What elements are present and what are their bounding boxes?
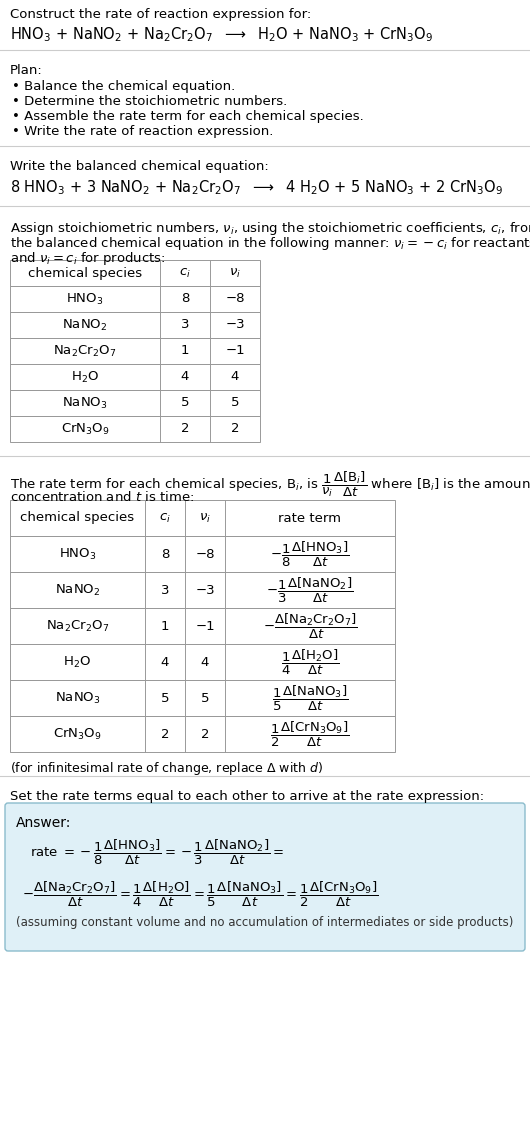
Text: 5: 5 <box>201 692 209 705</box>
Text: the balanced chemical equation in the following manner: $\nu_i = -c_i$ for react: the balanced chemical equation in the fo… <box>10 235 530 252</box>
Text: 5: 5 <box>161 692 169 705</box>
Bar <box>10 572 395 608</box>
Text: • Write the rate of reaction expression.: • Write the rate of reaction expression. <box>12 124 273 138</box>
Text: 2: 2 <box>161 727 169 740</box>
Text: $-\dfrac{\Delta[\mathrm{Na_2Cr_2O_7}]}{\Delta t}$: $-\dfrac{\Delta[\mathrm{Na_2Cr_2O_7}]}{\… <box>262 611 357 641</box>
Text: $\dfrac{1}{4}\dfrac{\Delta[\mathrm{H_2O}]}{\Delta t}$: $\dfrac{1}{4}\dfrac{\Delta[\mathrm{H_2O}… <box>281 648 339 676</box>
Text: The rate term for each chemical species, B$_i$, is $\dfrac{1}{\nu_i}\dfrac{\Delt: The rate term for each chemical species,… <box>10 471 530 499</box>
Text: 2: 2 <box>201 727 209 740</box>
Text: −3: −3 <box>195 584 215 596</box>
Text: Construct the rate of reaction expression for:: Construct the rate of reaction expressio… <box>10 8 311 21</box>
Text: H$_2$O: H$_2$O <box>71 370 99 385</box>
Text: 8 HNO$_3$ + 3 NaNO$_2$ + Na$_2$Cr$_2$O$_7$  $\longrightarrow$  4 H$_2$O + 5 NaNO: 8 HNO$_3$ + 3 NaNO$_2$ + Na$_2$Cr$_2$O$_… <box>10 178 503 196</box>
Text: 2: 2 <box>181 423 189 435</box>
Bar <box>10 286 260 312</box>
Text: 4: 4 <box>161 656 169 668</box>
Bar <box>10 312 260 338</box>
Text: −1: −1 <box>225 345 245 357</box>
Text: and $\nu_i = c_i$ for products:: and $\nu_i = c_i$ for products: <box>10 250 165 267</box>
Text: NaNO$_3$: NaNO$_3$ <box>62 395 108 411</box>
Text: $\nu_i$: $\nu_i$ <box>199 512 211 524</box>
Text: Plan:: Plan: <box>10 64 43 77</box>
Text: (for infinitesimal rate of change, replace Δ with $d$): (for infinitesimal rate of change, repla… <box>10 759 323 777</box>
Text: 4: 4 <box>181 370 189 384</box>
Text: $-\dfrac{1}{3}\dfrac{\Delta[\mathrm{NaNO_2}]}{\Delta t}$: $-\dfrac{1}{3}\dfrac{\Delta[\mathrm{NaNO… <box>267 576 354 604</box>
Bar <box>10 716 395 751</box>
Text: −3: −3 <box>225 319 245 331</box>
Text: HNO$_3$: HNO$_3$ <box>59 547 96 562</box>
Text: Write the balanced chemical equation:: Write the balanced chemical equation: <box>10 160 269 172</box>
Text: • Balance the chemical equation.: • Balance the chemical equation. <box>12 80 235 93</box>
Text: chemical species: chemical species <box>21 512 135 524</box>
Bar <box>10 500 395 536</box>
Text: $-\dfrac{\Delta[\mathrm{Na_2Cr_2O_7}]}{\Delta t} = \dfrac{1}{4}\dfrac{\Delta[\ma: $-\dfrac{\Delta[\mathrm{Na_2Cr_2O_7}]}{\… <box>22 880 378 909</box>
Text: NaNO$_3$: NaNO$_3$ <box>55 691 100 706</box>
Text: $\dfrac{1}{2}\dfrac{\Delta[\mathrm{CrN_3O_9}]}{\Delta t}$: $\dfrac{1}{2}\dfrac{\Delta[\mathrm{CrN_3… <box>270 719 350 749</box>
Text: (assuming constant volume and no accumulation of intermediates or side products): (assuming constant volume and no accumul… <box>16 916 514 928</box>
Text: Assign stoichiometric numbers, $\nu_i$, using the stoichiometric coefficients, $: Assign stoichiometric numbers, $\nu_i$, … <box>10 220 530 238</box>
Text: • Determine the stoichiometric numbers.: • Determine the stoichiometric numbers. <box>12 95 287 108</box>
Text: 8: 8 <box>161 547 169 561</box>
Text: Set the rate terms equal to each other to arrive at the rate expression:: Set the rate terms equal to each other t… <box>10 790 484 803</box>
Text: 1: 1 <box>181 345 189 357</box>
Text: 4: 4 <box>201 656 209 668</box>
Text: NaNO$_2$: NaNO$_2$ <box>63 317 108 332</box>
Text: 5: 5 <box>181 396 189 410</box>
Text: −8: −8 <box>195 547 215 561</box>
Text: HNO$_3$ + NaNO$_2$ + Na$_2$Cr$_2$O$_7$  $\longrightarrow$  H$_2$O + NaNO$_3$ + C: HNO$_3$ + NaNO$_2$ + Na$_2$Cr$_2$O$_7$ $… <box>10 25 434 43</box>
Text: 1: 1 <box>161 619 169 633</box>
Text: rate $= -\dfrac{1}{8}\dfrac{\Delta[\mathrm{HNO_3}]}{\Delta t} = -\dfrac{1}{3}\df: rate $= -\dfrac{1}{8}\dfrac{\Delta[\math… <box>30 838 284 867</box>
Text: −8: −8 <box>225 292 245 306</box>
Text: NaNO$_2$: NaNO$_2$ <box>55 582 100 597</box>
Bar <box>10 338 260 364</box>
Text: rate term: rate term <box>278 512 341 524</box>
Bar <box>10 644 395 679</box>
Text: 2: 2 <box>231 423 239 435</box>
Bar <box>10 391 260 416</box>
Bar <box>10 260 260 286</box>
Text: $-\dfrac{1}{8}\dfrac{\Delta[\mathrm{HNO_3}]}{\Delta t}$: $-\dfrac{1}{8}\dfrac{\Delta[\mathrm{HNO_… <box>270 539 350 569</box>
Text: H$_2$O: H$_2$O <box>64 654 92 669</box>
Text: $\dfrac{1}{5}\dfrac{\Delta[\mathrm{NaNO_3}]}{\Delta t}$: $\dfrac{1}{5}\dfrac{\Delta[\mathrm{NaNO_… <box>272 683 348 713</box>
Text: HNO$_3$: HNO$_3$ <box>66 291 104 306</box>
Text: CrN$_3$O$_9$: CrN$_3$O$_9$ <box>60 421 109 436</box>
Text: Answer:: Answer: <box>16 817 72 830</box>
Text: concentration and $t$ is time:: concentration and $t$ is time: <box>10 490 194 504</box>
Bar <box>10 364 260 391</box>
Bar <box>10 679 395 716</box>
FancyBboxPatch shape <box>5 803 525 951</box>
Bar <box>10 416 260 442</box>
Text: 8: 8 <box>181 292 189 306</box>
Text: Na$_2$Cr$_2$O$_7$: Na$_2$Cr$_2$O$_7$ <box>54 344 117 359</box>
Text: Na$_2$Cr$_2$O$_7$: Na$_2$Cr$_2$O$_7$ <box>46 619 109 634</box>
Bar <box>10 536 395 572</box>
Text: CrN$_3$O$_9$: CrN$_3$O$_9$ <box>53 726 102 741</box>
Text: $c_i$: $c_i$ <box>159 512 171 524</box>
Text: 3: 3 <box>161 584 169 596</box>
Text: 4: 4 <box>231 370 239 384</box>
Text: 3: 3 <box>181 319 189 331</box>
Text: $\nu_i$: $\nu_i$ <box>229 266 241 280</box>
Bar <box>10 608 395 644</box>
Text: • Assemble the rate term for each chemical species.: • Assemble the rate term for each chemic… <box>12 110 364 123</box>
Text: 5: 5 <box>231 396 239 410</box>
Text: −1: −1 <box>195 619 215 633</box>
Text: chemical species: chemical species <box>28 266 142 280</box>
Text: $c_i$: $c_i$ <box>179 266 191 280</box>
